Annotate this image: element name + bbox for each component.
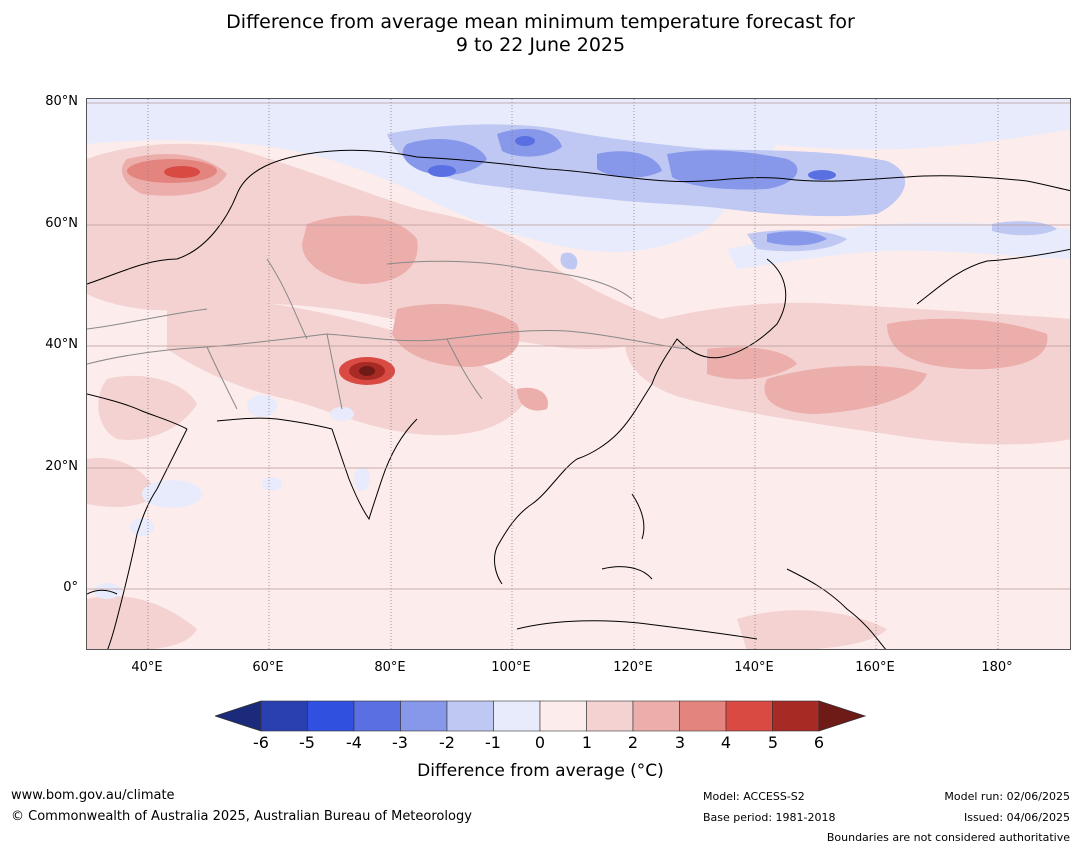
colorbar-tick: -6 — [253, 733, 269, 752]
anomaly-neg3-to-neg2-regions — [402, 128, 827, 246]
latitude-gridlines — [87, 102, 1070, 590]
colorbar-tick: 1 — [581, 733, 593, 752]
colorbar-cell — [400, 700, 448, 732]
colorbar-cell — [353, 700, 401, 732]
lat-label-60n: 60°N — [45, 216, 78, 231]
footer-base-period: Base period: 1981-2018 — [703, 811, 836, 824]
lon-label-160e: 160°E — [855, 660, 895, 675]
coastlines — [87, 149, 1070, 649]
anomaly-hot-spots — [127, 159, 395, 385]
colorbar-cell — [679, 700, 727, 732]
colorbar-tick: 3 — [674, 733, 686, 752]
colorbar-tick: 2 — [627, 733, 639, 752]
colorbar-tick: 0 — [534, 733, 546, 752]
colorbar-arrow-low — [215, 700, 262, 732]
lon-label-140e: 140°E — [734, 660, 774, 675]
colorbar-arrow-high — [818, 700, 867, 732]
lon-label-120e: 120°E — [613, 660, 653, 675]
footer-issued: Issued: 04/06/2025 — [963, 811, 1070, 824]
colorbar-cell — [539, 700, 587, 732]
colorbar-tick: -2 — [439, 733, 455, 752]
colorbar-cell — [632, 700, 680, 732]
lat-label-40n: 40°N — [45, 337, 78, 352]
colorbar-cell — [446, 700, 494, 732]
footer-copyright: © Commonwealth of Australia 2025, Austra… — [11, 809, 472, 824]
country-borders — [87, 258, 688, 410]
colorbar — [215, 700, 867, 732]
colorbar-tick: -3 — [392, 733, 408, 752]
colorbar-cell — [725, 700, 773, 732]
colorbar-tick: 4 — [720, 733, 732, 752]
footer-boundaries-note: Boundaries are not considered authoritat… — [826, 831, 1070, 844]
colorbar-tick: -1 — [485, 733, 501, 752]
lon-label-180: 180° — [981, 660, 1013, 675]
footer-model: Model: ACCESS-S2 — [703, 790, 805, 803]
colorbar-tick: -4 — [346, 733, 362, 752]
colorbar-title: Difference from average (°C) — [417, 761, 664, 781]
colorbar-cell — [260, 700, 308, 732]
lon-label-40e: 40°E — [131, 660, 163, 675]
anomaly-map-svg — [87, 99, 1070, 649]
map-title-line2: 9 to 22 June 2025 — [455, 34, 626, 56]
lon-label-80e: 80°E — [374, 660, 406, 675]
colorbar-cell — [307, 700, 355, 732]
colorbar-tick: 6 — [813, 733, 825, 752]
colorbar-tick: 5 — [767, 733, 779, 752]
colorbar-tick: -5 — [299, 733, 315, 752]
forecast-map — [86, 98, 1071, 650]
colorbar-cell — [493, 700, 541, 732]
lat-label-0: 0° — [63, 580, 78, 595]
footer-website: www.bom.gov.au/climate — [11, 788, 175, 803]
lat-label-20n: 20°N — [45, 459, 78, 474]
longitude-gridlines — [147, 99, 999, 649]
colorbar-cell — [772, 700, 820, 732]
lon-label-100e: 100°E — [491, 660, 531, 675]
lat-label-80n: 80°N — [45, 94, 78, 109]
lon-label-60e: 60°E — [252, 660, 284, 675]
colorbar-cell — [586, 700, 634, 732]
footer-model-run: Model run: 02/06/2025 — [944, 790, 1070, 803]
anomaly-neg4-to-neg3-regions — [428, 136, 836, 180]
map-title-line1: Difference from average mean minimum tem… — [226, 11, 855, 33]
